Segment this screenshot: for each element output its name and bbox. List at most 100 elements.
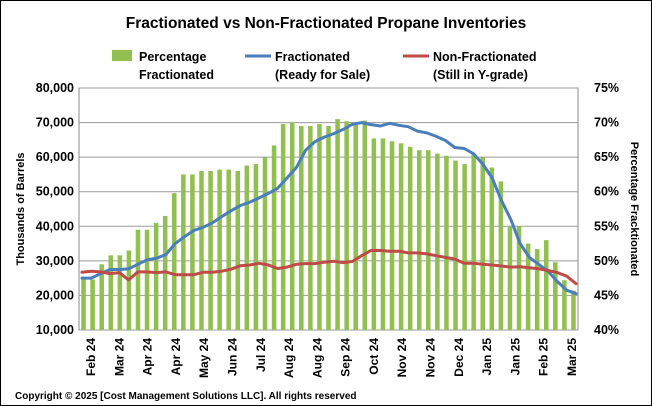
bar xyxy=(199,170,204,330)
x-tick-label: May 24 xyxy=(197,338,211,378)
bar xyxy=(444,155,449,330)
bar xyxy=(553,262,558,330)
bar xyxy=(516,226,522,330)
bar xyxy=(353,123,358,330)
x-tick-label: Mar 24 xyxy=(112,338,126,376)
bar xyxy=(562,280,567,330)
bar xyxy=(389,141,395,330)
bar xyxy=(480,157,486,330)
bar xyxy=(108,255,114,330)
bar xyxy=(181,174,186,330)
left-tick-label: 50,000 xyxy=(36,185,74,199)
left-tick-label: 10,000 xyxy=(36,323,74,337)
right-tick-label: 45% xyxy=(594,288,619,302)
legend-label-line2: (Ready for Sale) xyxy=(275,68,370,82)
bar xyxy=(507,226,513,330)
legend-label-line2: (Still in Y-grade) xyxy=(433,68,528,82)
bar xyxy=(525,243,531,330)
left-tick-label: 80,000 xyxy=(36,81,74,95)
bar xyxy=(235,170,241,330)
bar xyxy=(299,126,304,331)
bar xyxy=(498,181,504,330)
x-tick-label: Jun 24 xyxy=(226,338,240,376)
bar xyxy=(262,157,268,330)
left-tick-label: 70,000 xyxy=(36,116,74,130)
bar xyxy=(90,279,95,330)
legend-swatch-bar xyxy=(112,50,132,61)
left-tick-label: 20,000 xyxy=(36,288,74,302)
bar xyxy=(171,193,177,330)
bar xyxy=(244,165,250,330)
bar xyxy=(362,120,368,330)
left-tick-label: 60,000 xyxy=(36,150,74,164)
bar xyxy=(271,145,277,330)
bar xyxy=(126,250,132,330)
bar xyxy=(326,126,331,331)
fractionated-line xyxy=(80,121,578,296)
right-tick-label: 55% xyxy=(594,219,619,233)
x-tick-label: Feb 24 xyxy=(84,338,98,376)
x-tick-label: Jul 24 xyxy=(254,338,268,372)
bar xyxy=(344,121,349,330)
legend: Percentage Fractionated Fractionated (Ready… xyxy=(112,50,536,82)
legend-label-line1: Percentage xyxy=(139,50,206,64)
right-tick-label: 40% xyxy=(594,323,619,337)
bar xyxy=(208,170,213,330)
right-tick-label: 50% xyxy=(594,254,619,268)
bar xyxy=(226,169,231,330)
x-tick-label: Oct 24 xyxy=(367,338,381,375)
bar xyxy=(380,138,386,330)
left-tick-label: 40,000 xyxy=(36,219,74,233)
x-tick-label: Aug 24 xyxy=(282,338,296,378)
bar xyxy=(280,123,286,330)
chart-title: Fractionated vs Non-Fractionated Propane… xyxy=(126,15,527,32)
x-tick-label: Nov 24 xyxy=(395,338,409,378)
bar xyxy=(571,290,576,330)
bar xyxy=(426,150,431,330)
bar xyxy=(453,160,458,330)
legend-label-line1: Fractionated xyxy=(275,50,350,64)
x-axis: Feb 24 Mar 24 Apr 24 Apr 24 May 24 Jun 24 Jul … xyxy=(84,338,579,378)
left-tick-label: 30,000 xyxy=(36,254,74,268)
bar xyxy=(317,123,322,330)
bar xyxy=(153,222,159,330)
y-axis-right-label: Percentage Fracktionated xyxy=(628,142,640,277)
bar xyxy=(253,164,259,330)
right-tick-label: 60% xyxy=(594,185,619,199)
bar xyxy=(471,153,476,330)
bar xyxy=(407,146,413,330)
legend-label-line1: Non-Fractionated xyxy=(433,50,536,64)
bar xyxy=(534,249,540,330)
left-axis: 10,000 20,000 30,000 40,000 50,000 60,000 70,0… xyxy=(36,81,74,337)
bar xyxy=(308,126,313,331)
bar xyxy=(81,276,86,330)
bar xyxy=(335,119,340,330)
x-tick-label: Apr 24 xyxy=(169,338,183,376)
x-tick-label: Mar 25 xyxy=(565,338,579,376)
legend-label-line2: Fractionated xyxy=(139,68,214,82)
x-tick-label: Apr 24 xyxy=(141,338,155,376)
right-tick-label: 70% xyxy=(594,116,619,130)
non-fractionated-line xyxy=(80,249,578,286)
bar xyxy=(489,167,495,330)
x-tick-label: Aug 24 xyxy=(310,338,324,378)
bar xyxy=(289,122,295,330)
x-tick-label: Feb 25 xyxy=(537,338,551,376)
y-axis-left-label: Thousands of Barrels xyxy=(15,152,27,265)
right-axis: 40% 45% 50% 55% 60% 65% 70% 75% xyxy=(594,81,619,337)
copyright-notice: Copyright © 2025 [Cost Management Soluti… xyxy=(15,391,357,402)
bar xyxy=(135,229,141,330)
x-tick-label: Dec 24 xyxy=(452,338,466,377)
bar xyxy=(190,174,195,330)
x-tick-label: Sep 24 xyxy=(339,338,353,377)
x-tick-label: Nov 24 xyxy=(424,338,438,378)
bar xyxy=(117,255,123,330)
right-tick-label: 65% xyxy=(594,150,619,164)
line-series xyxy=(80,121,578,296)
x-tick-label: Jan 25 xyxy=(508,338,522,376)
bar xyxy=(462,164,467,330)
bar xyxy=(435,153,440,330)
bar xyxy=(144,229,150,330)
